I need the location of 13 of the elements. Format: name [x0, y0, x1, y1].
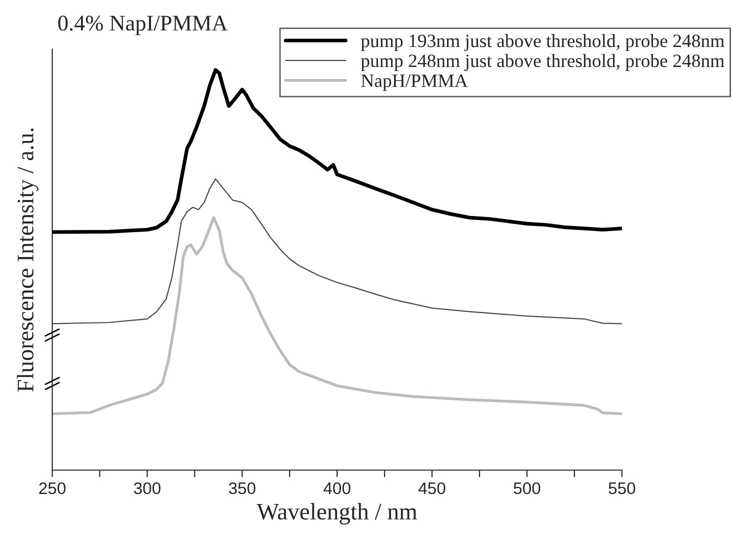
x-tick-label: 400: [324, 482, 350, 494]
x-tick-label: 550: [608, 482, 636, 494]
x-tick-label: 350: [228, 482, 256, 494]
x-tick-label: 500: [514, 482, 540, 494]
y-axis-title: Fluorescence Intensity / a.u.: [16, 128, 38, 392]
legend-label: NapH/PMMA: [361, 74, 468, 91]
x-tick-label: 450: [418, 482, 446, 494]
x-tick-label: 250: [39, 482, 66, 494]
x-tick-label: 300: [134, 482, 160, 494]
x-axis-title: Wavelength / nm: [256, 503, 418, 525]
legend-label: pump 248nm just above threshold, probe 248nm: [360, 54, 724, 71]
chart-title: 0.4% NapI/PMMA: [58, 16, 228, 36]
legend-label: pump 193nm just above threshold, probe 248nm: [360, 34, 724, 52]
